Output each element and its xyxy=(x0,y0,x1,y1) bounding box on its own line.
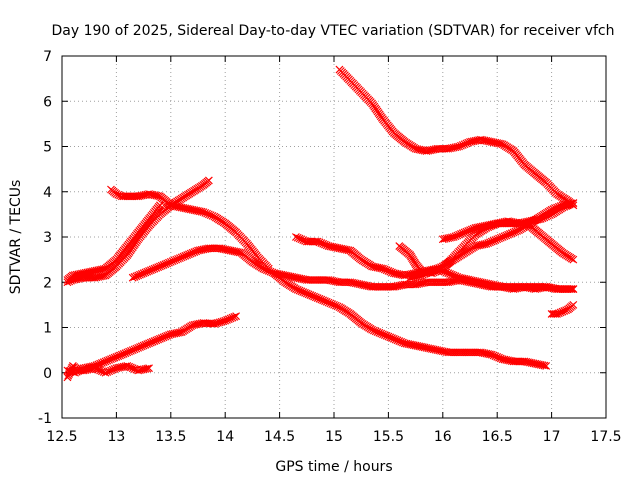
chart-title: Day 190 of 2025, Sidereal Day-to-day VTE… xyxy=(51,23,614,39)
series-arc-8 xyxy=(291,233,578,293)
series-arc-13 xyxy=(547,300,578,318)
data-markers xyxy=(63,65,578,382)
data-point-markers xyxy=(107,185,273,273)
data-point-markers xyxy=(270,269,551,370)
data-point-markers xyxy=(63,362,153,382)
y-tick-labels: -1 0 1 2 3 4 5 6 7 xyxy=(38,49,52,427)
series-arc-12 xyxy=(406,199,578,282)
x-tick-labels: 12.5 13 13.5 14 14.5 15 15.5 16 16.5 17 17.5 xyxy=(46,429,621,445)
y-tick-label: 6 xyxy=(43,94,52,110)
data-point-markers xyxy=(291,233,578,293)
x-tick-label: 16.5 xyxy=(482,429,513,445)
x-tick-label: 15.5 xyxy=(373,429,404,445)
x-tick-label: 14.5 xyxy=(264,429,295,445)
y-axis-title: SDTVAR / TECUs xyxy=(8,180,24,295)
y-tick-label: 4 xyxy=(43,185,52,201)
data-point-markers xyxy=(335,65,578,210)
data-point-markers xyxy=(406,199,578,282)
data-point-markers xyxy=(547,300,578,318)
x-tick-label: 13 xyxy=(107,429,125,445)
series-arc-4 xyxy=(63,176,213,287)
series-arc-5 xyxy=(107,185,273,273)
data-point-markers xyxy=(63,176,213,287)
x-tick-label: 17 xyxy=(543,429,561,445)
y-tick-label: 1 xyxy=(43,321,52,337)
y-tick-label: -1 xyxy=(38,411,52,427)
x-axis-title: GPS time / hours xyxy=(275,459,392,475)
x-tick-label: 17.5 xyxy=(590,429,621,445)
x-tick-label: 15 xyxy=(325,429,343,445)
series-arc-2 xyxy=(63,362,153,382)
y-tick-label: 3 xyxy=(43,230,52,246)
x-tick-label: 12.5 xyxy=(46,429,77,445)
plot-frame xyxy=(61,55,607,419)
x-tick-label: 14 xyxy=(216,429,234,445)
x-tick-label: 13.5 xyxy=(155,429,186,445)
series-arc-7 xyxy=(270,269,551,370)
y-tick-label: 7 xyxy=(43,49,52,65)
y-tick-label: 2 xyxy=(43,275,52,291)
series-arc-9 xyxy=(335,65,578,210)
x-tick-label: 16 xyxy=(434,429,452,445)
y-tick-label: 5 xyxy=(43,140,52,156)
y-tick-label: 0 xyxy=(43,366,52,382)
